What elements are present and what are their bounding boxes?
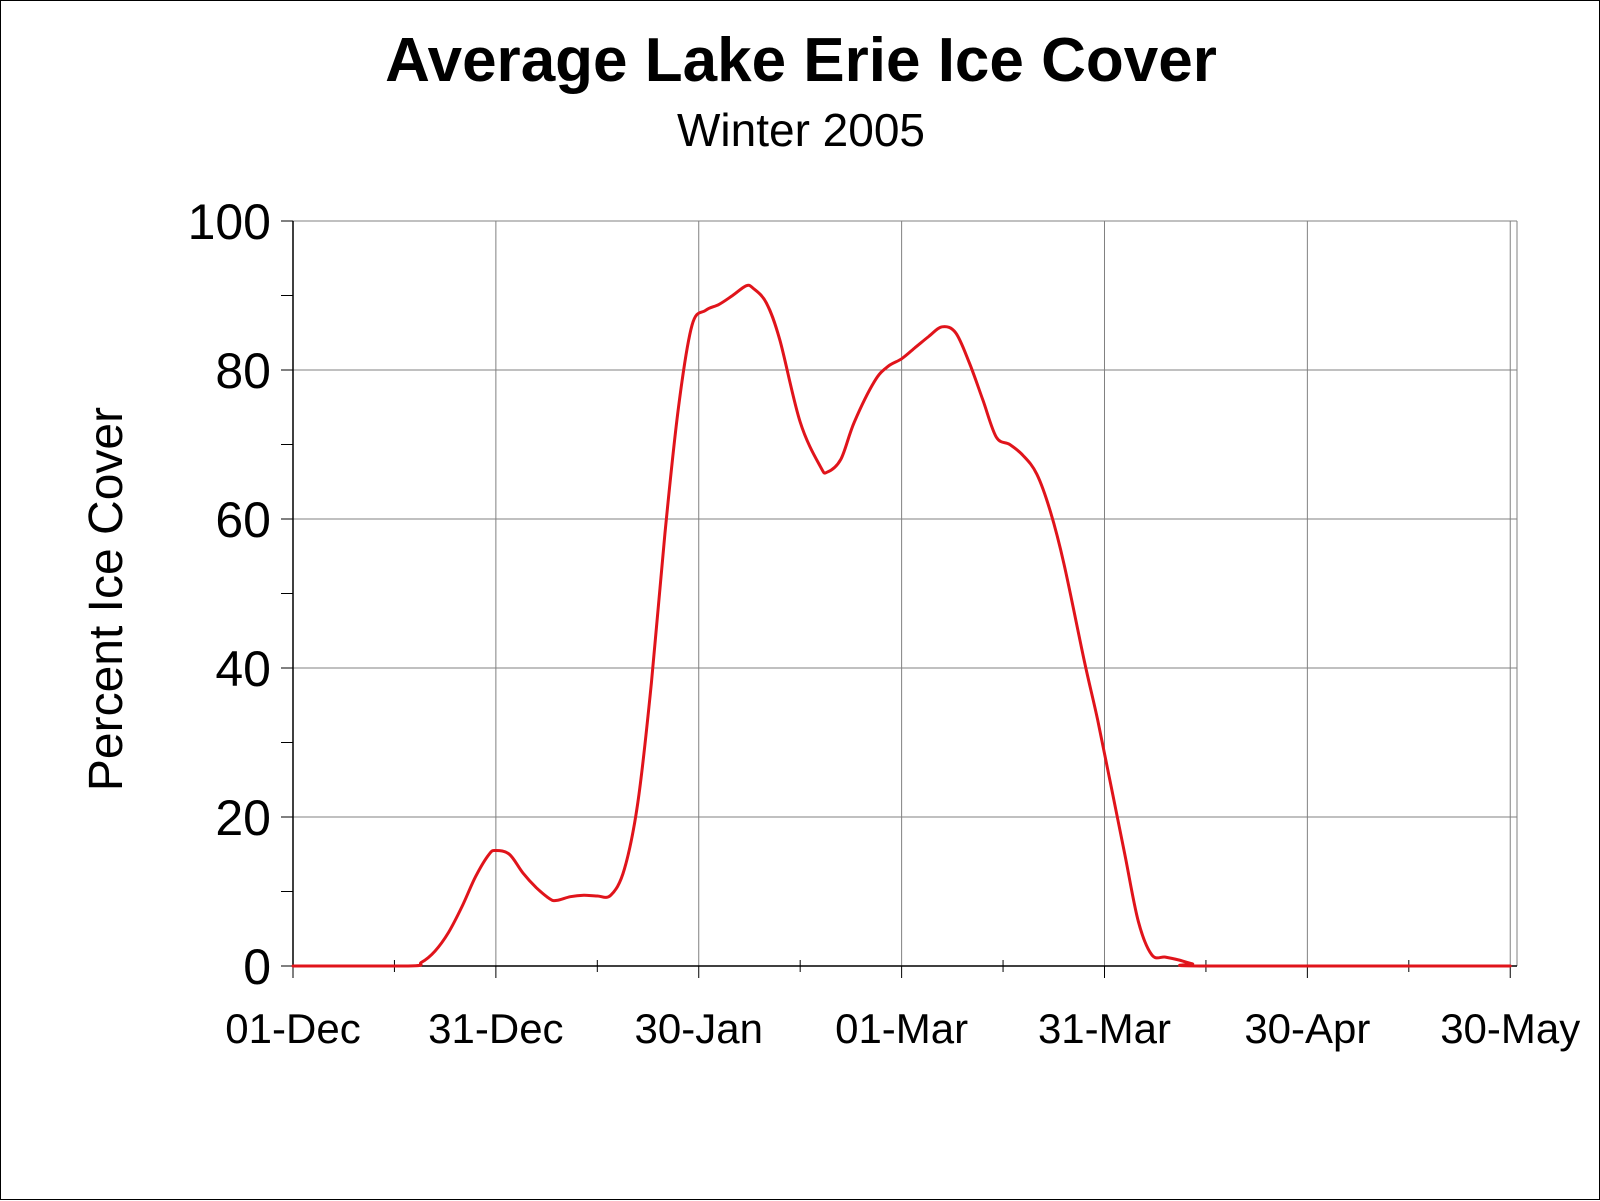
x-tick-label: 31-Dec: [428, 1005, 563, 1052]
y-tick-label: 0: [243, 939, 271, 995]
x-tick-label: 30-Apr: [1244, 1005, 1370, 1052]
y-tick-label: 60: [215, 492, 271, 548]
x-tick-label: 01-Dec: [225, 1005, 360, 1052]
gridlines: [293, 220, 1518, 966]
x-tick-label: 30-May: [1440, 1005, 1580, 1052]
x-tick-label: 01-Mar: [835, 1005, 968, 1052]
x-tick-label: 30-Jan: [635, 1005, 763, 1052]
chart-title: Average Lake Erie Ice Cover: [385, 26, 1217, 95]
y-axis-label: Percent Ice Cover: [80, 407, 133, 791]
ice-cover-line: [291, 283, 1512, 968]
axes: [281, 220, 1517, 978]
y-tick-label: 80: [215, 343, 271, 399]
y-tick-label: 100: [188, 194, 271, 250]
x-tick-label: 31-Mar: [1038, 1005, 1171, 1052]
y-tick-label: 40: [215, 641, 271, 697]
y-tick-labels: 0 20 40 60 80 100: [188, 194, 271, 995]
chart-subtitle: Winter 2005: [677, 104, 925, 156]
x-tick-labels: 01-Dec 31-Dec 30-Jan 01-Mar 31-Mar 30-Apr 30-M…: [225, 1005, 1580, 1052]
series-layer: [291, 283, 1512, 968]
y-tick-label: 20: [215, 790, 271, 846]
